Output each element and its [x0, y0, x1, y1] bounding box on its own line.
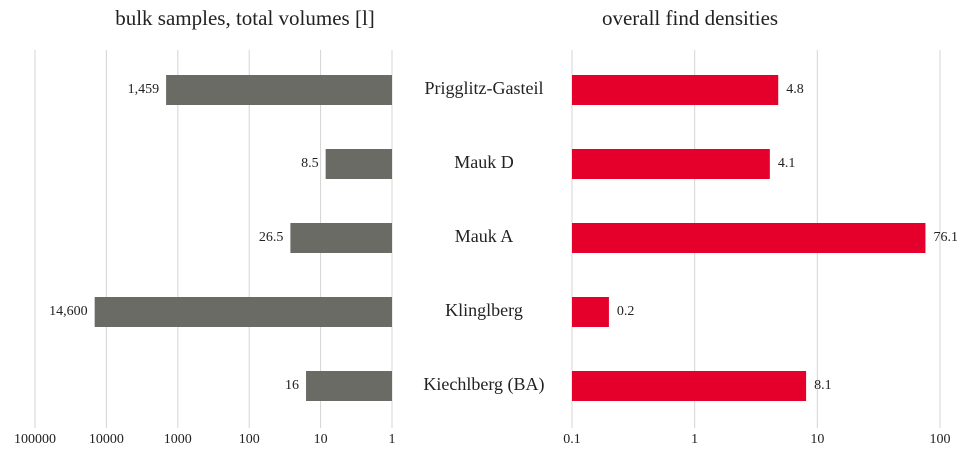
- bar: [325, 149, 392, 179]
- value-label: 8.1: [814, 378, 832, 393]
- value-label: 4.1: [778, 156, 796, 171]
- value-label: 76.1: [933, 230, 958, 245]
- x-tick-label: 1: [691, 432, 698, 447]
- value-label: 14,600: [49, 304, 88, 319]
- bar: [572, 297, 609, 327]
- value-label: 26.5: [259, 230, 284, 245]
- bar: [572, 371, 807, 401]
- chart-title: bulk samples, total volumes [l]: [115, 6, 375, 30]
- x-tick-label: 0.1: [563, 432, 581, 447]
- bar: [166, 75, 392, 105]
- value-label: 0.2: [617, 304, 635, 319]
- x-tick-label: 100: [930, 432, 951, 447]
- category-label: Mauk D: [454, 152, 514, 172]
- value-label: 16: [285, 378, 299, 393]
- bar: [572, 223, 926, 253]
- x-tick-label: 100: [239, 432, 260, 447]
- x-tick-label: 10000: [89, 432, 124, 447]
- category-label: Klinglberg: [445, 300, 523, 320]
- value-label: 8.5: [301, 156, 319, 171]
- value-label: 4.8: [786, 82, 804, 97]
- bar: [94, 297, 392, 327]
- chart-title: overall find densities: [602, 6, 778, 30]
- category-label: Mauk A: [455, 226, 514, 246]
- x-tick-label: 1: [389, 432, 396, 447]
- value-label: 1,459: [128, 82, 160, 97]
- x-tick-label: 10: [810, 432, 824, 447]
- bar: [306, 371, 392, 401]
- x-tick-label: 100000: [14, 432, 56, 447]
- bar: [572, 149, 770, 179]
- category-label: Kiechlberg (BA): [423, 374, 544, 395]
- category-label: Prigglitz-Gasteil: [425, 78, 544, 98]
- x-tick-label: 1000: [164, 432, 192, 447]
- x-tick-label: 10: [314, 432, 328, 447]
- bar: [290, 223, 392, 253]
- bar: [572, 75, 779, 105]
